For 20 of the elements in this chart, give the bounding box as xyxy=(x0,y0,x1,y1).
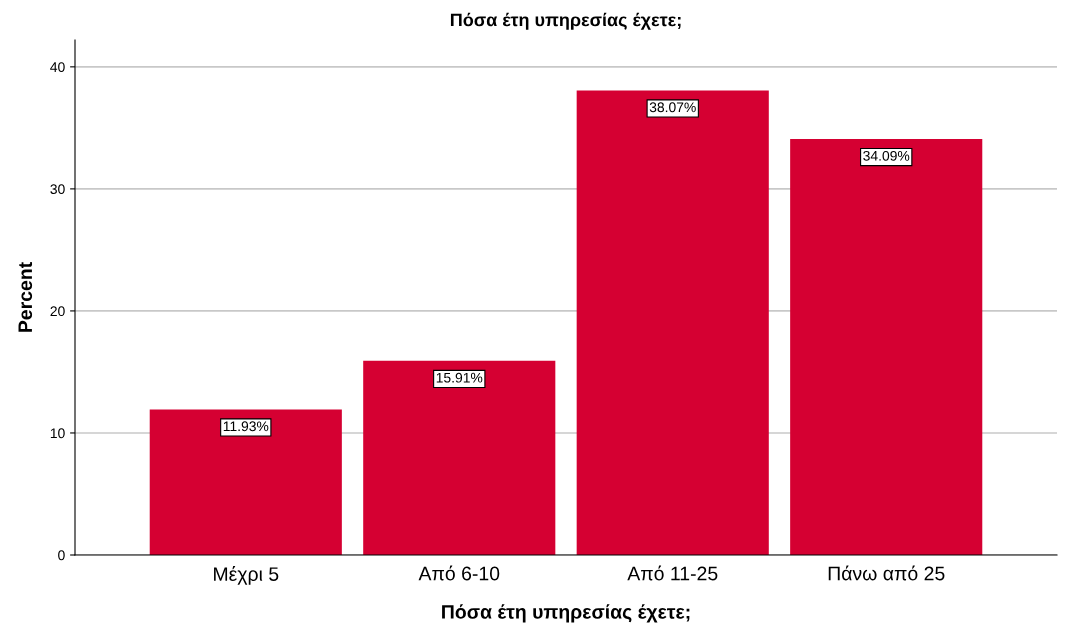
chart-title: Πόσα έτη υπηρεσίας έχετε; xyxy=(450,12,681,30)
data-label: 15.91% xyxy=(436,372,483,383)
y-tick-label: 20 xyxy=(50,306,65,317)
data-label: 38.07% xyxy=(649,102,696,113)
data-label: 34.09% xyxy=(863,150,910,161)
bar xyxy=(790,138,983,555)
data-label: 11.93% xyxy=(223,421,269,432)
y-tick-label: 30 xyxy=(50,184,65,195)
y-tick-label: 10 xyxy=(50,428,65,439)
x-tick-label: Από 6-10 xyxy=(418,565,500,581)
x-tick-label: Πάνω από 25 xyxy=(828,565,945,581)
x-tick-label: Από 11-25 xyxy=(627,565,718,581)
bar xyxy=(149,409,342,555)
y-tick-label: 0 xyxy=(58,550,65,561)
y-axis-title: Percent xyxy=(18,262,33,332)
x-tick-label: Μέχρι 5 xyxy=(214,566,279,585)
bar xyxy=(576,90,769,555)
bar xyxy=(363,360,556,555)
y-tick-label: 40 xyxy=(50,62,65,73)
x-axis-title: Πόσα έτη υπηρεσίας έχετε; xyxy=(442,604,690,623)
